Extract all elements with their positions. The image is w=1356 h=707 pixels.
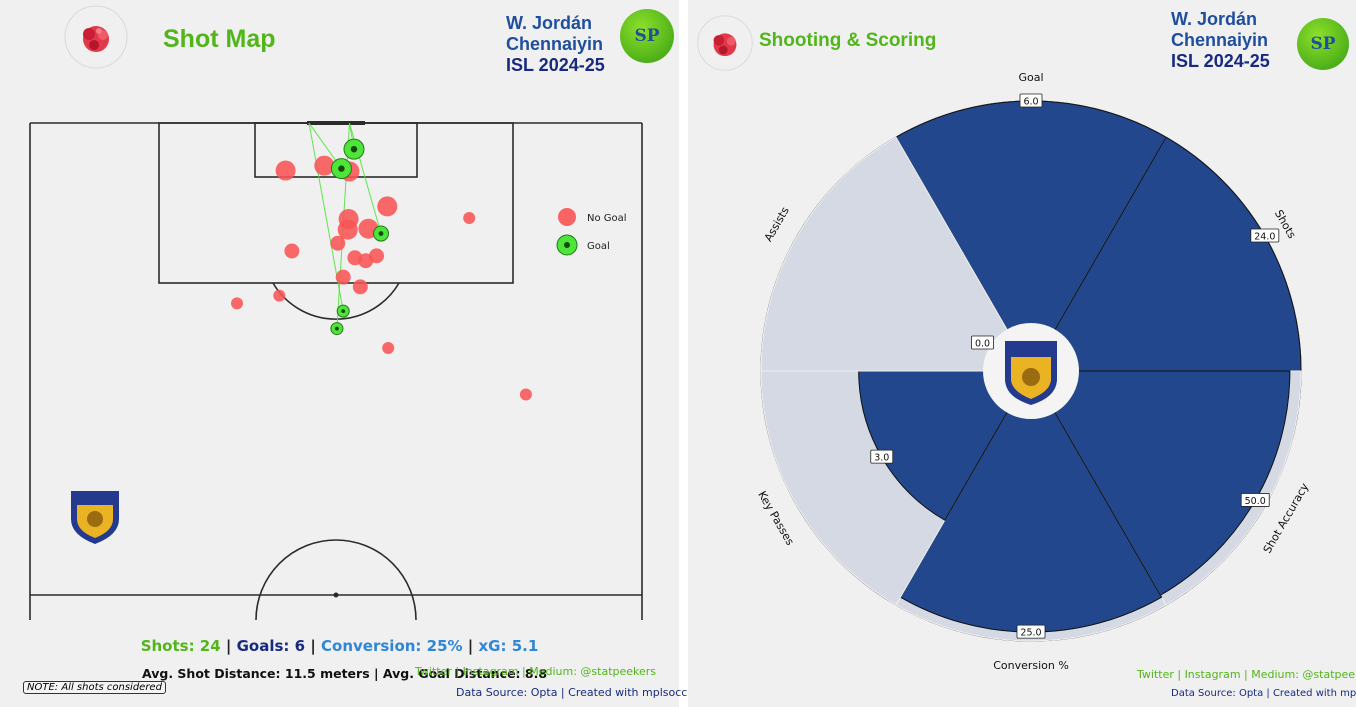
legend-marker-no-goal xyxy=(558,208,576,226)
value-label: 6.0 xyxy=(1023,97,1038,108)
value-label: 50.0 xyxy=(1245,496,1266,507)
data-source: Data Source: Opta | Created with mplsocc… xyxy=(456,686,699,699)
data-source: Data Source: Opta | Created with mplsocc… xyxy=(1171,688,1356,699)
isl-logo xyxy=(64,5,128,69)
pitch-penalty-box xyxy=(158,122,514,284)
value-label-box xyxy=(1019,93,1043,108)
value-label: 0.0 xyxy=(975,339,990,350)
shot-map-panel: Shot Map W. Jordán Chennaiyin ISL 2024-2… xyxy=(0,0,699,707)
statpeekers-badge: SP xyxy=(620,9,674,63)
category-label: Assists xyxy=(762,204,792,243)
shot-marker-no-goal xyxy=(463,212,476,225)
player-team: Chennaiyin xyxy=(506,34,604,54)
value-label-box xyxy=(1016,624,1046,639)
shot-marker-ball-icon xyxy=(334,326,339,331)
shot-marker-no-goal xyxy=(377,196,398,217)
pitch-centre-circle xyxy=(255,539,417,620)
pizza-wedge-background xyxy=(760,136,1032,372)
player-info: W. Jordán Chennaiyin ISL 2024-25 xyxy=(506,13,605,76)
legend-ball-icon xyxy=(564,242,570,248)
goals-stat: Goals: 6 xyxy=(236,637,306,655)
shot-marker-ball-icon xyxy=(350,145,358,153)
shot-map-pitch: No Goal Goal xyxy=(29,121,643,620)
value-label: 24.0 xyxy=(1254,232,1275,243)
player-season: ISL 2024-25 xyxy=(1171,51,1270,71)
shots-stat: Shots: 24 xyxy=(140,637,221,655)
chennaiyin-crest-icon xyxy=(71,491,119,544)
pitch-centre-spot xyxy=(333,592,339,598)
player-name: W. Jordán xyxy=(506,13,593,33)
note-label: NOTE: All shots considered xyxy=(23,681,166,694)
shot-marker-ball-icon xyxy=(338,165,345,172)
value-label-box xyxy=(1250,228,1280,243)
pitch-penalty-arc xyxy=(272,282,400,320)
shot-marker-no-goal xyxy=(284,243,300,259)
category-label: Key Passes xyxy=(755,489,797,548)
stat-separator: | xyxy=(305,637,322,655)
social-handles: Twitter | Instagram | Medium: @statpeeke… xyxy=(415,665,657,678)
value-label: 25.0 xyxy=(1020,628,1041,639)
value-label: 3.0 xyxy=(874,453,889,464)
legend-label-goal: Goal xyxy=(587,241,610,252)
value-label-box xyxy=(1240,493,1270,507)
player-name: W. Jordán xyxy=(1171,9,1258,29)
conversion-stat: Conversion: 25% xyxy=(321,637,463,655)
player-info: W. Jordán Chennaiyin ISL 2024-25 xyxy=(1171,9,1270,72)
pizza-chart-panel: Shooting & Scoring W. Jordán Chennaiyin … xyxy=(688,0,1356,707)
category-label: Goal xyxy=(1018,71,1043,84)
shot-marker-no-goal xyxy=(369,248,384,264)
chennaiyin-crest-icon xyxy=(1005,341,1057,405)
shot-marker-no-goal xyxy=(382,341,395,354)
distance-line: Avg. Shot Distance: 11.5 meters | Avg. G… xyxy=(142,666,548,681)
category-label: Conversion % xyxy=(993,659,1069,672)
page-title: Shot Map xyxy=(163,25,276,53)
value-label-box xyxy=(870,449,894,464)
shot-marker-no-goal xyxy=(231,297,243,310)
shot-marker-ball-icon xyxy=(378,231,384,236)
shot-marker-no-goal xyxy=(337,219,358,240)
shot-marker-no-goal xyxy=(275,160,296,181)
statpeekers-badge: SP xyxy=(1297,18,1349,70)
shot-marker-no-goal xyxy=(330,235,346,251)
shot-marker-no-goal xyxy=(273,289,286,302)
shot-marker-no-goal xyxy=(335,269,351,285)
value-label-box xyxy=(971,335,994,350)
legend-label-no-goal: No Goal xyxy=(587,213,627,224)
stat-separator: | xyxy=(220,637,237,655)
shot-marker-ball-icon xyxy=(341,309,346,314)
shot-legend: No Goal Goal xyxy=(556,208,627,256)
shot-marker-no-goal xyxy=(352,279,368,295)
xg-stat: xG: 5.1 xyxy=(478,637,539,655)
shot-marker-no-goal xyxy=(347,250,363,266)
page-title: Shooting & Scoring xyxy=(759,30,937,51)
shot-marker-no-goal xyxy=(314,155,335,176)
social-handles: Twitter | Instagram | Medium: @statpeeke… xyxy=(1137,668,1356,681)
player-team: Chennaiyin xyxy=(1171,30,1269,50)
stat-separator: | xyxy=(462,637,479,655)
stats-line: Shots: 24 | Goals: 6 | Conversion: 25% |… xyxy=(0,637,679,655)
isl-logo xyxy=(697,15,753,71)
player-season: ISL 2024-25 xyxy=(506,55,605,75)
shot-marker-no-goal xyxy=(519,388,532,401)
